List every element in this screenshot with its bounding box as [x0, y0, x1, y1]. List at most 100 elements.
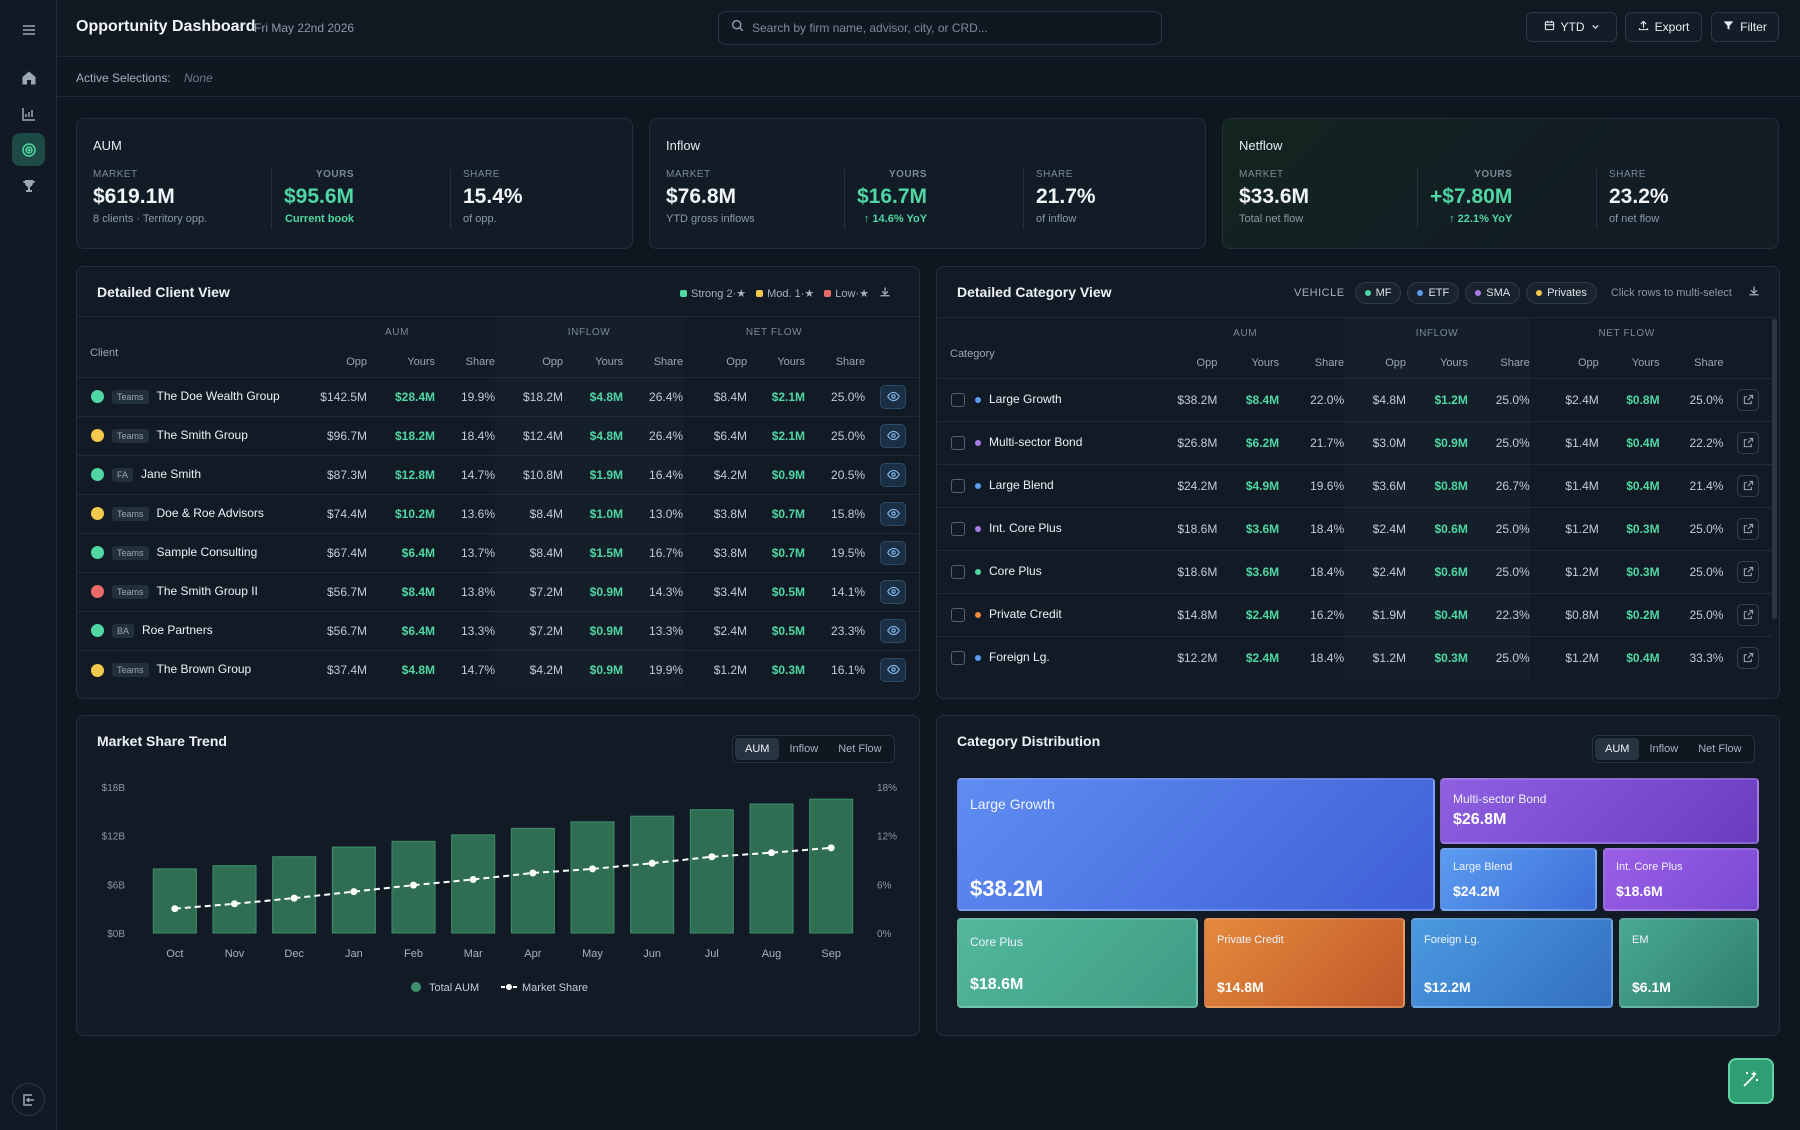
vehicle-chip-etf[interactable]: ETF — [1407, 282, 1460, 304]
col-header[interactable]: Opp — [1344, 348, 1406, 378]
home-icon[interactable] — [12, 61, 45, 94]
client-row[interactable]: FA Jane Smith $87.3M $12.8M 14.7% $10.8M $1.9M… — [77, 454, 919, 494]
download-icon[interactable] — [1748, 284, 1760, 302]
download-icon[interactable] — [879, 286, 891, 301]
view-button[interactable] — [880, 501, 907, 526]
tab-net-flow[interactable]: Net Flow — [1698, 743, 1742, 755]
open-external-button[interactable] — [1737, 560, 1760, 583]
col-header[interactable]: Share — [1314, 356, 1345, 369]
col-header[interactable]: Share — [465, 355, 496, 368]
magic-wand-button[interactable] — [1728, 1058, 1774, 1104]
line-point[interactable] — [827, 844, 835, 852]
vehicle-chip-sma[interactable]: SMA — [1465, 282, 1521, 304]
search-box[interactable] — [718, 11, 1162, 45]
client-row[interactable]: Teams Sample Consulting $67.4M $6.4M 13.7% $8… — [77, 532, 919, 572]
row-checkbox[interactable] — [951, 521, 965, 536]
view-button[interactable] — [880, 579, 907, 604]
category-row[interactable]: Int. Core Plus $18.6M $3.6M 18.4% $2.4M $0.6M… — [937, 506, 1773, 550]
col-header[interactable]: Yours — [777, 355, 806, 368]
row-checkbox[interactable] — [951, 607, 965, 622]
line-point[interactable] — [589, 865, 596, 873]
view-button[interactable] — [880, 657, 907, 682]
col-header[interactable]: Opp — [495, 347, 564, 377]
client-row[interactable]: Teams The Doe Wealth Group $142.5M $28.4M 19… — [77, 376, 919, 416]
tab-aum[interactable]: AUM — [1595, 738, 1640, 760]
line-point[interactable] — [529, 869, 537, 877]
row-checkbox[interactable] — [951, 564, 965, 579]
tile-multi-sector-bond[interactable]: Multi-sector Bond $26.8M — [1440, 778, 1759, 844]
col-header[interactable]: Opp — [1196, 356, 1218, 369]
vehicle-chip-mf[interactable]: MF — [1354, 282, 1402, 304]
open-external-button[interactable] — [1737, 388, 1760, 411]
trophy-icon[interactable] — [12, 169, 45, 202]
client-row[interactable]: Teams The Smith Group $96.7M $18.2M 18.4% $12… — [77, 415, 919, 455]
col-header[interactable]: Opp — [346, 355, 367, 368]
search-input[interactable] — [752, 21, 1132, 35]
line-point[interactable] — [708, 853, 716, 861]
bar[interactable] — [809, 798, 854, 934]
tile-core-plus[interactable]: Core Plus $18.6M — [957, 918, 1198, 1008]
bar[interactable] — [570, 821, 615, 934]
open-external-button[interactable] — [1737, 517, 1760, 540]
export-button[interactable]: Export — [1625, 12, 1702, 42]
client-row[interactable]: Teams Doe & Roe Advisors $74.4M $10.2M 13.6%… — [77, 493, 919, 533]
col-header[interactable]: Share — [1467, 348, 1530, 378]
menu-icon[interactable] — [12, 13, 45, 46]
period-select[interactable]: YTD — [1526, 12, 1617, 42]
col-header[interactable]: Yours — [407, 355, 435, 368]
logout-icon[interactable] — [12, 1083, 45, 1116]
open-external-button[interactable] — [1737, 474, 1760, 497]
col-header[interactable]: Opp — [726, 355, 748, 368]
bar[interactable] — [212, 865, 257, 934]
tab-inflow[interactable]: Inflow — [1649, 743, 1679, 755]
col-header[interactable]: Yours — [563, 347, 624, 377]
tab-inflow[interactable]: Inflow — [789, 743, 819, 755]
client-row[interactable]: BA Roe Partners $56.7M $6.4M 13.3% $7.2M $0.9M… — [77, 610, 919, 650]
bar[interactable] — [630, 815, 675, 934]
row-checkbox[interactable] — [951, 392, 965, 407]
tile-large-blend[interactable]: Large Blend $24.2M — [1440, 848, 1597, 911]
tile-int-core-plus[interactable]: Int. Core Plus $18.6M — [1603, 848, 1759, 911]
col-header[interactable]: Yours — [1631, 356, 1660, 369]
tab-aum[interactable]: AUM — [735, 738, 780, 760]
line-point[interactable] — [410, 881, 417, 889]
bar[interactable] — [749, 803, 794, 934]
open-external-button[interactable] — [1737, 431, 1760, 454]
line-point[interactable] — [231, 900, 238, 908]
view-button[interactable] — [880, 384, 907, 409]
col-header[interactable]: Share — [623, 347, 684, 377]
bar[interactable] — [510, 827, 555, 934]
category-row[interactable]: Core Plus $18.6M $3.6M 18.4% $2.4M $0.6M 25.0%… — [937, 549, 1773, 593]
vehicle-chip-privates[interactable]: Privates — [1526, 282, 1597, 304]
col-header[interactable]: Yours — [1251, 356, 1280, 369]
tile-foreign-lg[interactable]: Foreign Lg. $12.2M — [1411, 918, 1613, 1008]
col-header[interactable]: Share — [835, 355, 866, 368]
line-point[interactable] — [350, 888, 358, 896]
line-point[interactable] — [290, 894, 298, 902]
view-button[interactable] — [880, 462, 907, 487]
category-row[interactable]: Multi-sector Bond $26.8M $6.2M 21.7% $3.0M $0… — [937, 420, 1773, 464]
line-point[interactable] — [768, 849, 775, 857]
col-header[interactable]: Yours — [1406, 348, 1468, 378]
client-row[interactable]: Teams The Smith Group II $56.7M $8.4M 13.8% $… — [77, 571, 919, 611]
category-row[interactable]: Private Credit $14.8M $2.4M 16.2% $1.9M $0.4M… — [937, 592, 1773, 636]
tab-net-flow[interactable]: Net Flow — [838, 743, 882, 755]
filter-button[interactable]: Filter — [1711, 12, 1779, 42]
col-header[interactable]: Share — [1694, 356, 1724, 369]
open-external-button[interactable] — [1737, 646, 1760, 669]
category-column-header[interactable]: Category — [950, 348, 995, 360]
tile-private-credit[interactable]: Private Credit $14.8M — [1204, 918, 1405, 1008]
line-point[interactable] — [171, 905, 179, 913]
tile-em[interactable]: EM $6.1M — [1619, 918, 1759, 1008]
open-external-button[interactable] — [1737, 603, 1760, 626]
tile-large-growth[interactable]: Large Growth $38.2M — [957, 778, 1435, 911]
category-row[interactable]: Large Growth $38.2M $8.4M 22.0% $4.8M $1.2M 25… — [937, 377, 1773, 421]
line-point[interactable] — [469, 875, 477, 883]
bar[interactable] — [451, 834, 496, 934]
client-column-header[interactable]: Client — [90, 347, 119, 359]
target-icon[interactable] — [12, 133, 45, 166]
category-row[interactable]: Foreign Lg. $12.2M $2.4M 18.4% $1.2M $0.3M 25.… — [937, 635, 1773, 679]
view-button[interactable] — [880, 540, 907, 565]
row-checkbox[interactable] — [951, 478, 965, 493]
row-checkbox[interactable] — [951, 435, 965, 450]
